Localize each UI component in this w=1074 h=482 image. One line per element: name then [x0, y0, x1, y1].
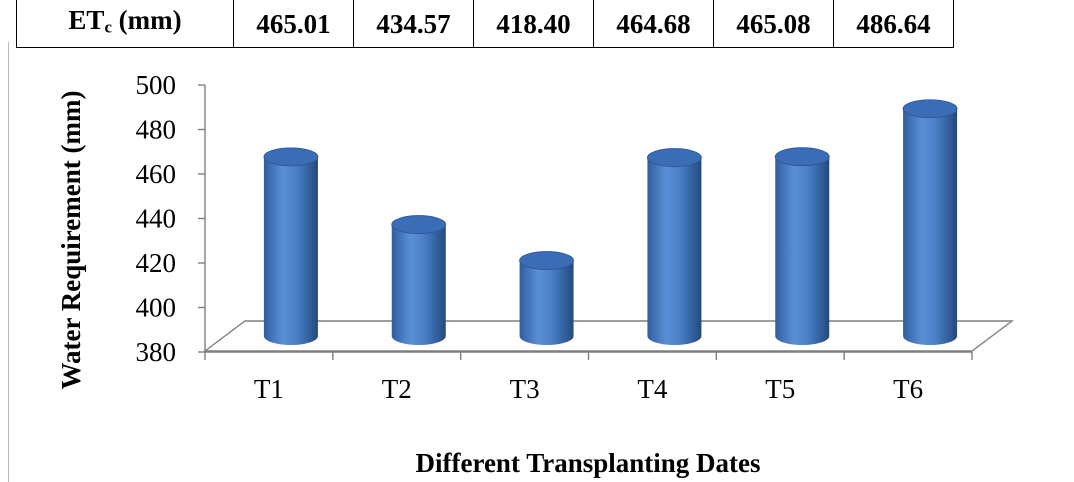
x-tick-label-t6: T6 — [893, 374, 923, 404]
x-axis-label: Different Transplanting Dates — [415, 448, 760, 478]
bar-top — [774, 147, 830, 167]
etc-header-unit: (mm) — [111, 5, 182, 35]
x-tick-label-t1: T1 — [254, 374, 284, 404]
bar-group — [263, 99, 958, 345]
x-tick-group: T1 T2 T3 T4 T5 T6 — [204, 352, 973, 404]
etc-value-t4: 464.68 — [593, 0, 714, 49]
bar-top — [902, 99, 958, 119]
y-tick-label: 400 — [136, 293, 177, 323]
etc-table: ETc (mm) 465.01 434.57 418.40 464.68 465… — [16, 0, 954, 49]
floor-group — [202, 85, 1015, 353]
etc-header-cell: ETc (mm) — [16, 0, 234, 49]
x-tick-label-t4: T4 — [637, 374, 667, 404]
bar-body — [903, 108, 958, 345]
y-tick-label: 440 — [136, 204, 177, 234]
etc-value-t1: 465.01 — [233, 0, 354, 49]
bar-body — [263, 156, 318, 345]
bar-t1 — [263, 147, 319, 345]
bar-body — [391, 224, 446, 345]
etc-header-main: ET — [68, 5, 105, 35]
y-tick-label: 380 — [136, 337, 177, 367]
bar-body — [775, 156, 830, 345]
etc-header-subscript: c — [104, 17, 112, 37]
y-tick-label: 460 — [136, 159, 177, 189]
etc-value-t6: 486.64 — [833, 0, 954, 49]
bar-t6 — [902, 99, 958, 345]
bar-t2 — [391, 215, 447, 345]
etc-row: ETc (mm) 465.01 434.57 418.40 464.68 465… — [16, 0, 954, 49]
bar-top — [391, 215, 447, 234]
water-requirement-chart: 380 400 420 440 460 480 500 T1 T2 T3 T4 T5 T6 Water… — [56, 70, 1015, 478]
y-tick-group: 380 400 420 440 460 480 500 — [136, 70, 205, 367]
x-tick-label-t5: T5 — [765, 374, 795, 404]
bar-t3 — [519, 251, 574, 345]
x-tick-label-t3: T3 — [510, 374, 540, 404]
chart-floor — [202, 320, 1015, 352]
y-tick-label: 420 — [136, 248, 177, 278]
bar-t5 — [774, 147, 830, 345]
bar-t4 — [647, 148, 702, 345]
bar-top — [263, 147, 319, 167]
x-tick-label-t2: T2 — [382, 374, 412, 404]
etc-value-t5: 465.08 — [713, 0, 834, 49]
bar-body — [519, 260, 574, 345]
left-border-line — [8, 42, 9, 482]
bar-top — [647, 148, 702, 167]
y-tick-label: 500 — [136, 70, 177, 100]
y-tick-label: 480 — [136, 115, 177, 145]
bar-body — [647, 157, 702, 345]
y-axis-label: Water Requirement (mm) — [56, 91, 86, 390]
bar-top — [519, 251, 574, 270]
